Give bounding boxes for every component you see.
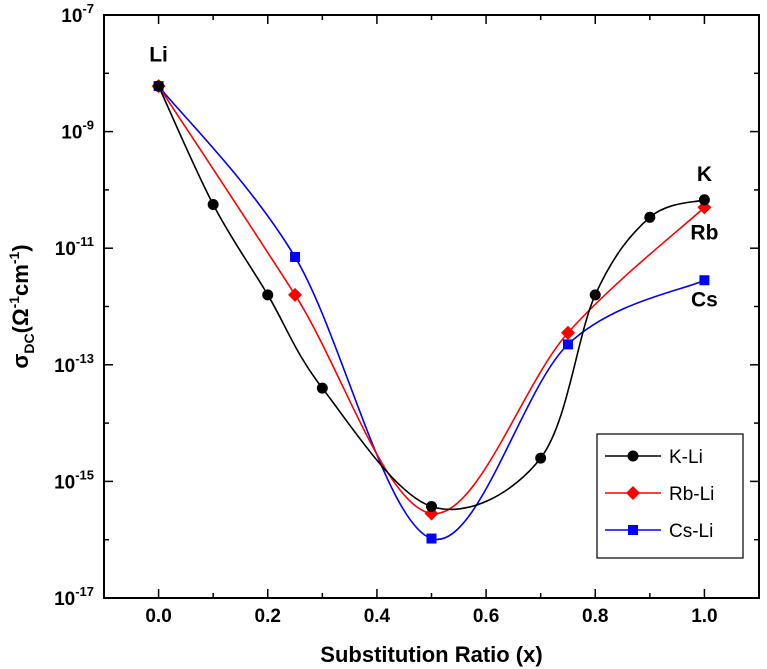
annotation-k: K xyxy=(697,163,712,186)
legend-label-k-li: K-Li xyxy=(669,447,703,468)
y-axis-title-rest: (Ω xyxy=(8,308,33,333)
annotation-rb: Rb xyxy=(690,221,718,244)
data-point-k-li xyxy=(262,289,274,301)
y-tick-label: 10-17 xyxy=(54,584,94,610)
data-point-k-li xyxy=(153,80,165,92)
data-point-cs-li xyxy=(699,275,710,286)
data-point-cs-li xyxy=(562,339,573,350)
ticks-layer xyxy=(103,14,760,599)
legend-marker-rb-li xyxy=(626,486,640,500)
x-tick-label: 0.0 xyxy=(145,606,171,627)
data-point-k-li xyxy=(207,198,219,210)
x-tick-label: 0.6 xyxy=(473,606,499,627)
data-point-k-li xyxy=(698,194,710,206)
y-axis-title-mid: cm xyxy=(8,264,33,296)
data-point-k-li xyxy=(535,452,547,464)
data-point-k-li xyxy=(426,500,437,512)
legend: K-Li Rb-Li Cs-Li xyxy=(596,433,744,559)
data-point-k-li xyxy=(316,382,328,394)
y-axis-title: σDC(Ω-1cm-1) xyxy=(6,244,37,368)
y-axis-title-sup1: -1 xyxy=(6,296,22,309)
legend-label-cs-li: Cs-Li xyxy=(669,521,713,542)
y-axis-title-sup2: -1 xyxy=(6,251,22,264)
series-layer xyxy=(151,79,712,544)
y-axis-title-close: ) xyxy=(8,244,33,251)
y-axis-title-main: σ xyxy=(8,354,33,369)
y-tick-label: 10-11 xyxy=(55,234,94,260)
x-tick-label: 0.8 xyxy=(582,606,608,627)
x-axis-title: Substitution Ratio (x) xyxy=(320,642,542,667)
data-point-rb-li xyxy=(560,325,575,340)
annotation-li: Li xyxy=(149,44,168,67)
y-axis-title-sub: DC xyxy=(21,333,37,353)
y-tick-label: 10-9 xyxy=(61,118,94,144)
y-tick-label: 10-13 xyxy=(54,351,94,377)
labels-layer: 0.0 0.2 0.4 0.6 0.8 1.0 10-7 10-9 10-11 10-13 10-1… xyxy=(54,1,718,627)
x-tick-label: 0.4 xyxy=(364,606,391,627)
legend-label-rb-li: Rb-Li xyxy=(669,484,714,505)
y-tick-label: 10-7 xyxy=(61,1,94,27)
legend-marker-k-li xyxy=(627,450,639,462)
data-point-k-li xyxy=(644,211,656,223)
x-tick-label: 0.2 xyxy=(255,606,281,627)
annotation-cs: Cs xyxy=(691,289,718,312)
legend-marker-cs-li xyxy=(628,525,638,535)
legend-box xyxy=(596,433,744,559)
series-line-cs-li xyxy=(157,85,705,541)
data-point-k-li xyxy=(589,289,601,301)
data-point-cs-li xyxy=(426,533,437,544)
data-point-rb-li xyxy=(424,506,439,521)
annotations: Li K Rb Cs xyxy=(149,44,718,312)
data-point-rb-li xyxy=(288,287,303,302)
y-tick-label: 10-15 xyxy=(54,467,94,493)
data-point-cs-li xyxy=(290,251,301,262)
x-tick-label: 1.0 xyxy=(691,606,717,627)
